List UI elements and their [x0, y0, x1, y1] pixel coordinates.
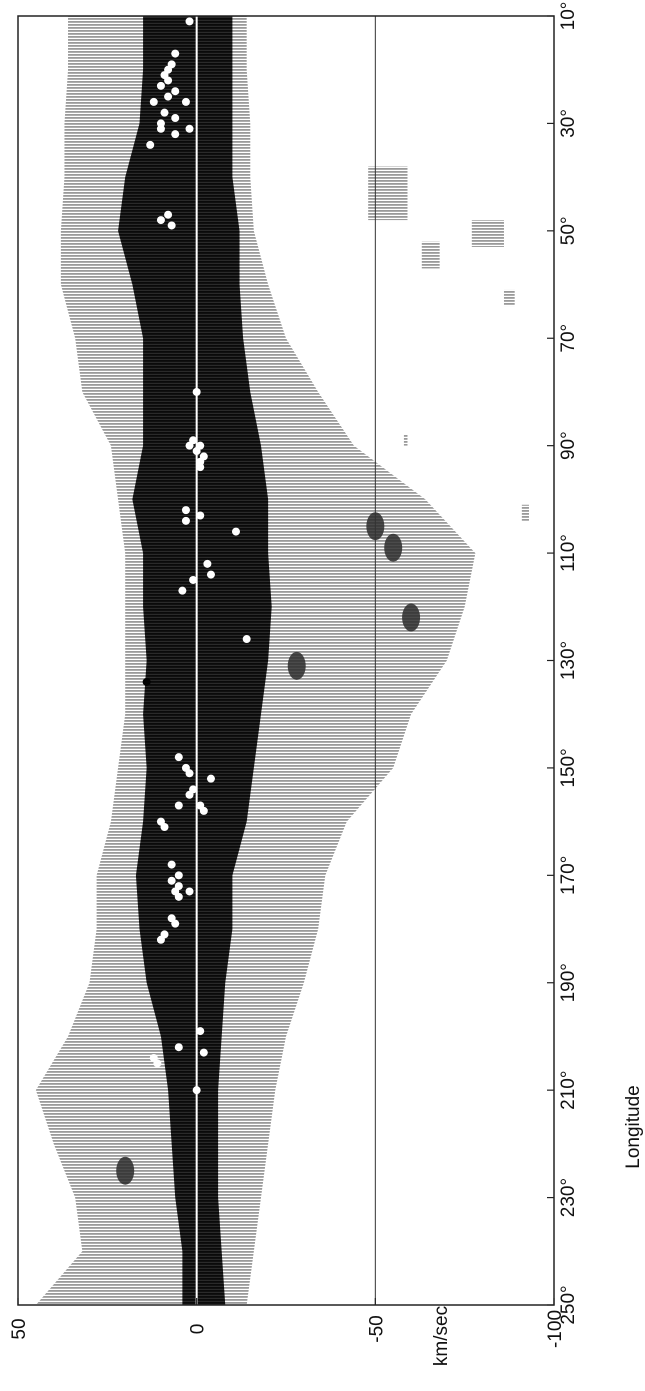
- white-marker: [167, 221, 176, 230]
- white-marker: [156, 935, 165, 944]
- emission-patch: [471, 220, 504, 247]
- white-marker: [242, 635, 251, 644]
- emission-patch: [403, 434, 408, 446]
- x-tick-label: 90°: [558, 431, 579, 460]
- white-marker: [203, 559, 212, 568]
- white-marker: [160, 822, 169, 831]
- x-tick-label: 230°: [558, 1178, 579, 1217]
- plot-area: [35, 16, 529, 1305]
- white-marker: [167, 860, 176, 869]
- white-marker: [171, 130, 180, 139]
- white-marker: [153, 1059, 162, 1068]
- emission-patch: [503, 289, 515, 307]
- white-marker: [185, 790, 194, 799]
- white-marker: [174, 801, 183, 810]
- x-tick-label: 250°: [558, 1285, 579, 1324]
- x-tick-label: 30°: [558, 109, 579, 138]
- x-axis: 10° 30° 50° 70° 90° 110° 130° 150° 170° 190° 210° 2…: [547, 2, 579, 1325]
- y-tick-label: -50: [366, 1315, 387, 1342]
- white-marker: [185, 441, 194, 450]
- white-marker: [196, 511, 205, 520]
- x-tick-label: 150°: [558, 748, 579, 787]
- white-marker: [185, 124, 194, 133]
- dense-feature: [116, 1156, 135, 1185]
- white-marker: [171, 49, 180, 58]
- white-marker: [185, 17, 194, 26]
- y-tick-label: 50: [9, 1318, 30, 1339]
- white-marker: [171, 87, 180, 96]
- white-marker: [178, 586, 187, 595]
- white-marker: [185, 887, 194, 896]
- white-marker: [146, 140, 155, 149]
- white-marker: [181, 97, 190, 106]
- white-marker: [206, 774, 215, 783]
- white-marker: [231, 527, 240, 536]
- white-marker: [164, 76, 173, 85]
- white-marker: [164, 210, 173, 219]
- x-tick-label: 50°: [558, 216, 579, 245]
- y-tick-label: 0: [188, 1324, 209, 1335]
- white-marker: [192, 1086, 201, 1095]
- x-tick-label: 110°: [558, 534, 579, 572]
- white-marker: [174, 1043, 183, 1052]
- white-marker: [171, 114, 180, 123]
- white-marker: [156, 124, 165, 133]
- white-marker: [192, 387, 201, 396]
- white-marker: [196, 1027, 205, 1036]
- white-marker: [206, 570, 215, 579]
- y-axis-title: km/sec: [431, 1306, 452, 1366]
- emission-patch: [368, 166, 408, 221]
- dense-emission-region: [118, 16, 272, 1305]
- x-tick-label: 70°: [558, 324, 579, 353]
- white-marker: [164, 92, 173, 101]
- white-marker: [171, 919, 180, 928]
- y-tick-label: -100: [545, 1310, 566, 1348]
- white-marker: [149, 97, 158, 106]
- white-marker: [181, 516, 190, 525]
- white-marker: [192, 447, 201, 456]
- dense-feature: [384, 533, 403, 562]
- dense-feature: [287, 651, 306, 680]
- white-marker: [199, 1048, 208, 1057]
- white-marker: [174, 892, 183, 901]
- white-marker: [199, 806, 208, 815]
- x-tick-label: 10°: [558, 2, 579, 31]
- black-marker: [142, 677, 151, 686]
- white-marker: [156, 216, 165, 225]
- white-marker: [167, 876, 176, 885]
- x-tick-label: 210°: [558, 1071, 579, 1110]
- white-marker: [156, 81, 165, 90]
- white-marker: [174, 753, 183, 762]
- emission-patch: [421, 241, 440, 269]
- white-marker: [181, 506, 190, 515]
- x-tick-label: 170°: [558, 856, 579, 895]
- dense-feature: [402, 603, 421, 632]
- white-marker: [196, 463, 205, 472]
- white-marker: [185, 769, 194, 778]
- emission-patch: [521, 504, 529, 521]
- y-axis: 50 0 -50 -100: [9, 1298, 566, 1348]
- x-axis-title: Longitude: [623, 1085, 644, 1168]
- white-marker: [160, 108, 169, 117]
- white-marker: [189, 575, 198, 584]
- x-tick-label: 130°: [558, 641, 579, 680]
- x-tick-label: 190°: [558, 963, 579, 1002]
- white-marker: [174, 871, 183, 880]
